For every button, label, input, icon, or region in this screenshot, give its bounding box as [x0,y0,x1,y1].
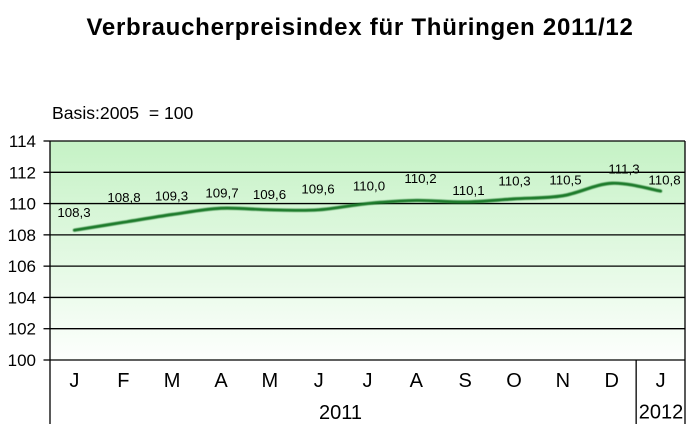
svg-text:108,3: 108,3 [57,205,90,220]
svg-text:108: 108 [8,226,36,245]
svg-text:2012: 2012 [639,402,684,424]
svg-text:A: A [214,370,228,392]
svg-text:112: 112 [9,163,36,182]
svg-text:100: 100 [8,351,36,370]
svg-text:D: D [604,370,618,392]
svg-text:110,3: 110,3 [498,174,530,189]
svg-text:S: S [459,370,472,392]
svg-text:J: J [363,370,373,392]
svg-text:A: A [410,370,424,392]
svg-text:N: N [556,370,570,392]
svg-text:Verbraucherpreisindex für Thür: Verbraucherpreisindex für Thüringen 2011… [86,14,633,41]
svg-text:Basis:2005 = 100: Basis:2005 = 100 [52,103,194,123]
svg-text:111,3: 111,3 [608,161,639,176]
svg-text:2011: 2011 [319,402,362,424]
svg-text:110,1: 110,1 [452,183,484,198]
svg-text:110: 110 [9,195,36,214]
svg-text:J: J [69,370,79,392]
svg-text:110,2: 110,2 [404,171,436,186]
svg-text:109,7: 109,7 [205,186,238,201]
svg-text:M: M [164,370,181,392]
svg-text:110,5: 110,5 [549,173,581,188]
svg-text:J: J [314,370,324,392]
svg-text:109,6: 109,6 [253,187,286,202]
svg-text:109,6: 109,6 [301,182,334,197]
svg-text:110,0: 110,0 [353,179,385,194]
svg-text:102: 102 [8,320,36,339]
svg-text:106: 106 [8,257,36,276]
svg-text:110,8: 110,8 [648,172,680,187]
svg-text:114: 114 [9,132,36,151]
svg-text:108,8: 108,8 [107,190,140,205]
svg-text:M: M [261,370,278,392]
svg-text:O: O [506,370,522,392]
svg-text:F: F [117,370,129,392]
svg-text:J: J [656,370,666,392]
svg-text:109,3: 109,3 [155,189,188,204]
svg-text:104: 104 [8,288,36,307]
